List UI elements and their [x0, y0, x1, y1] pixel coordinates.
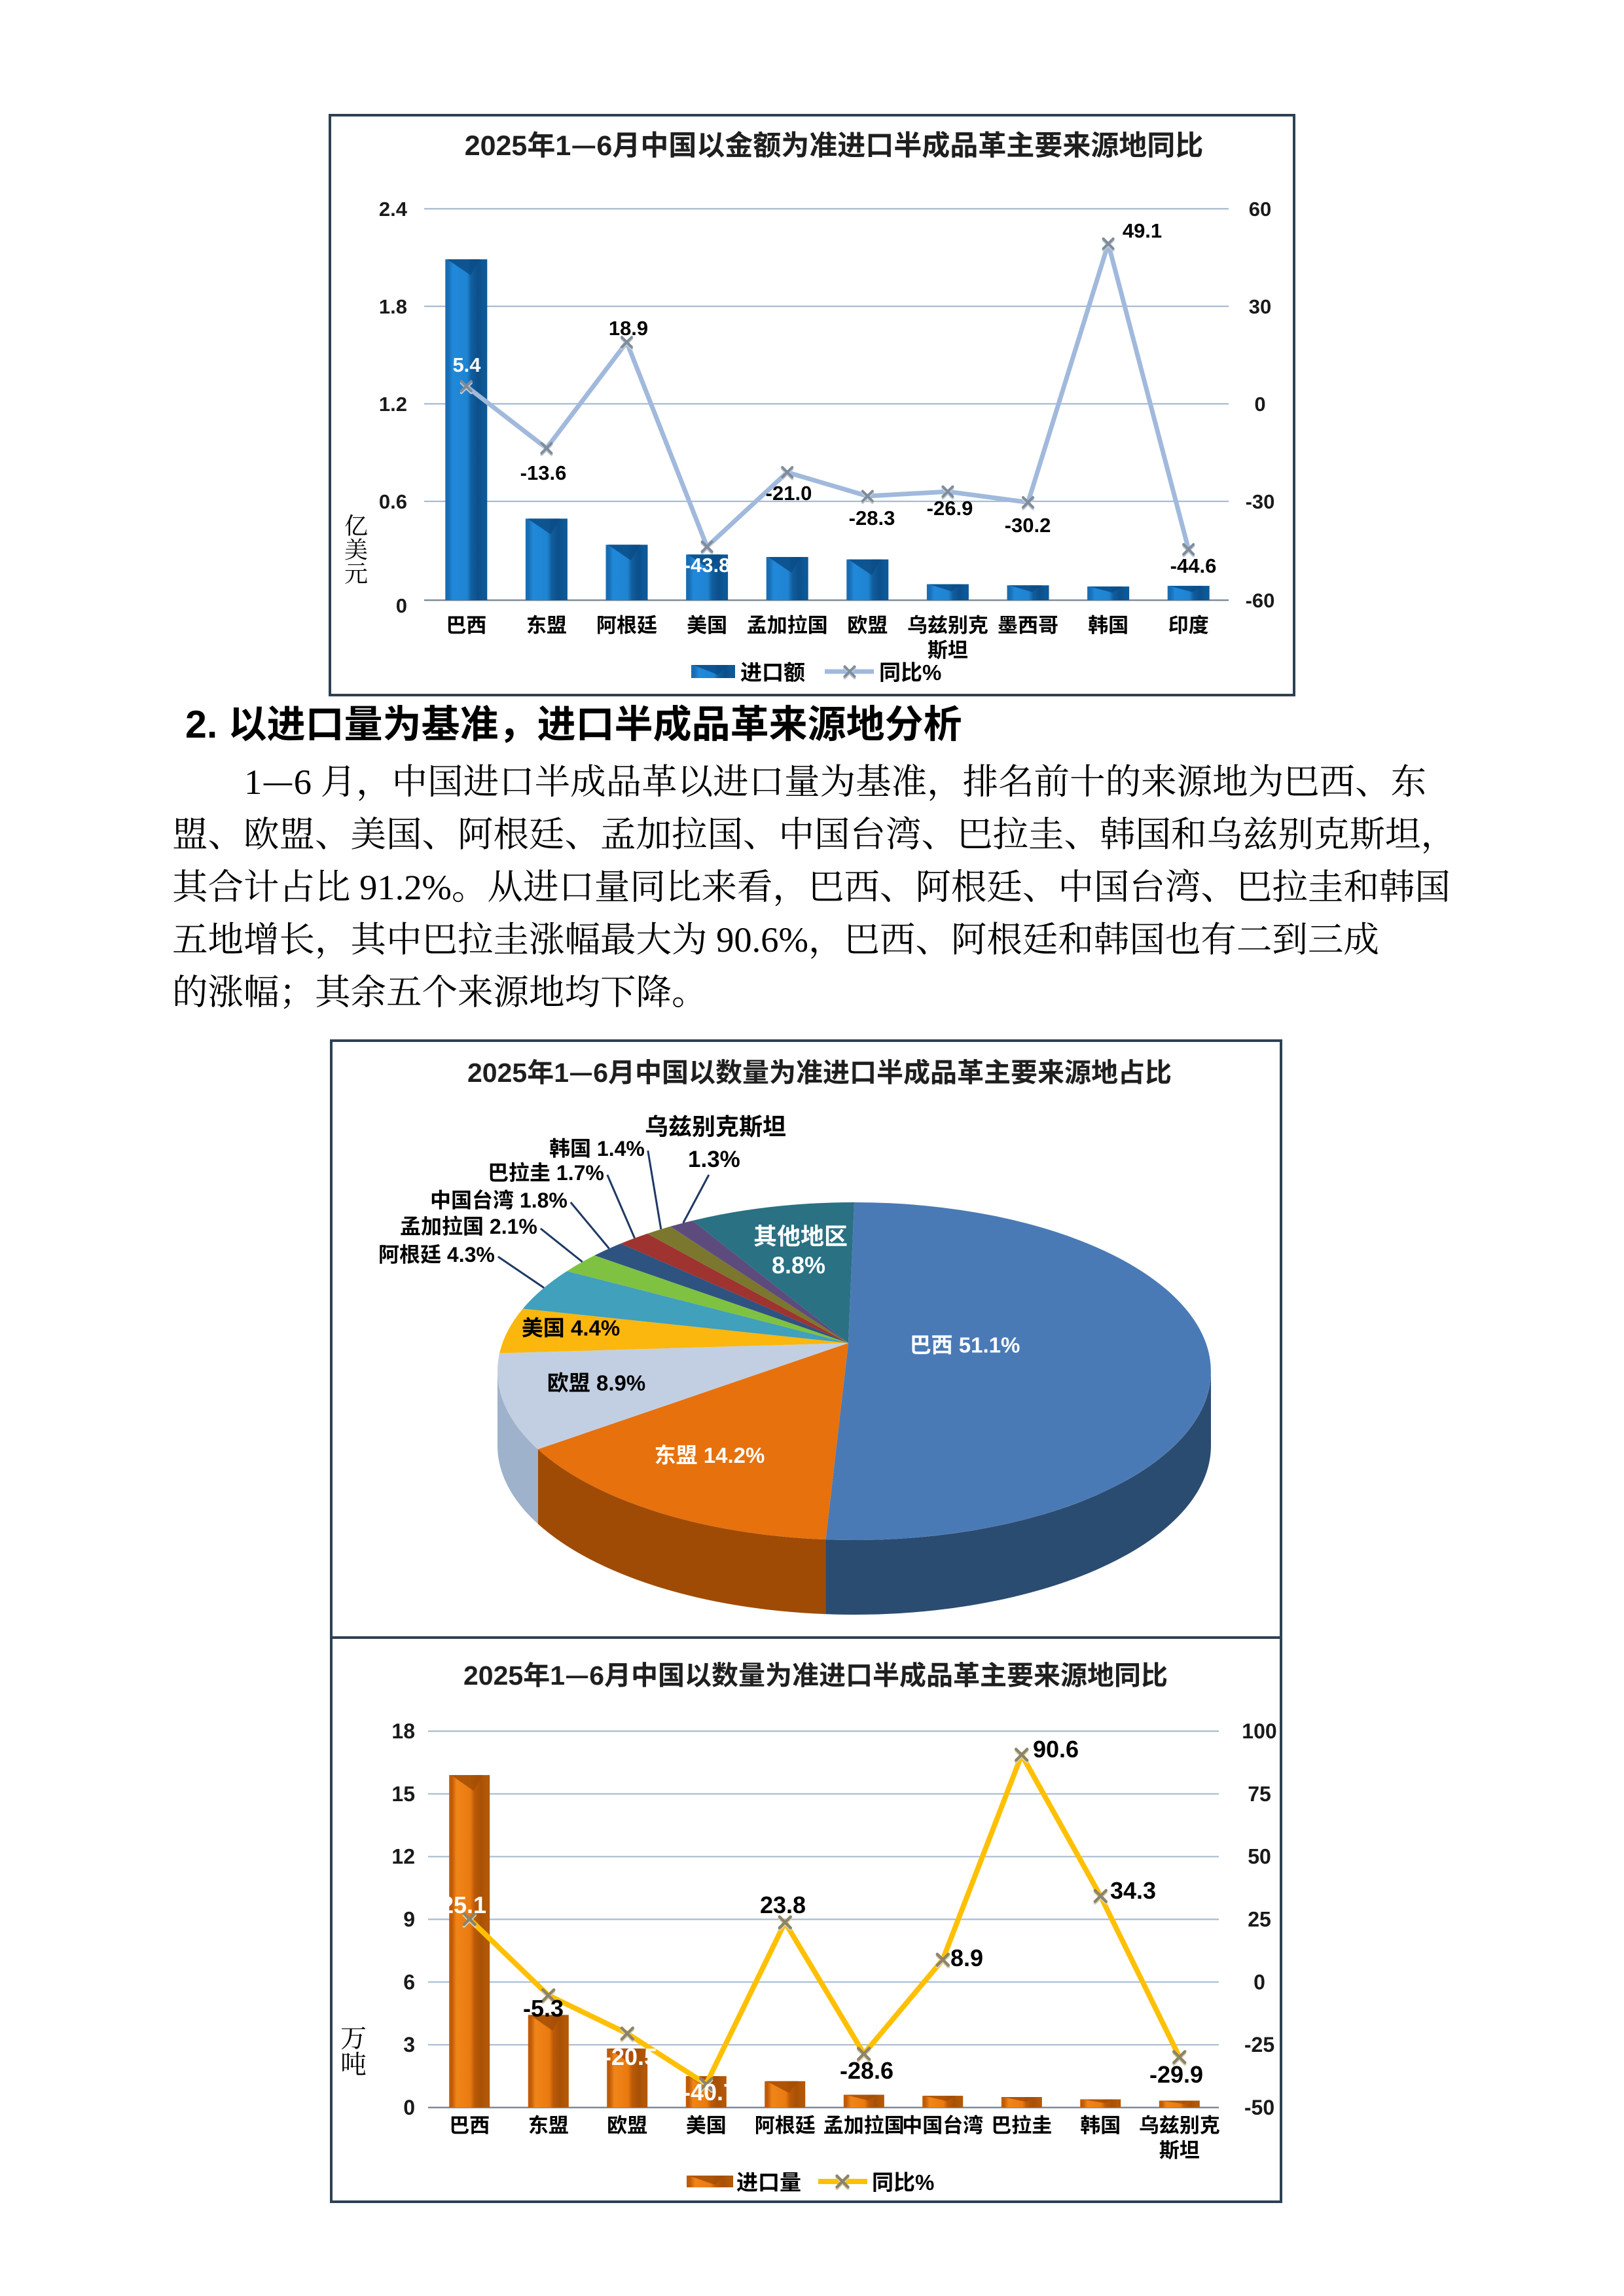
svg-text:90.6%: 90.6% — [708, 920, 808, 960]
svg-text:25: 25 — [1248, 1908, 1271, 1931]
svg-text:30: 30 — [1249, 295, 1271, 318]
svg-text:-60: -60 — [1246, 589, 1275, 612]
svg-text:6: 6 — [593, 1058, 608, 1088]
svg-text:-21.0: -21.0 — [766, 482, 812, 505]
svg-text:4.4%: 4.4% — [565, 1316, 620, 1340]
svg-text:49.1: 49.1 — [1123, 219, 1162, 242]
svg-text:25.1: 25.1 — [441, 1892, 486, 1918]
svg-text:0: 0 — [396, 594, 407, 617]
svg-text:60: 60 — [1249, 198, 1271, 221]
svg-text:6: 6 — [403, 1970, 415, 1994]
svg-text:2025: 2025 — [465, 130, 528, 162]
svg-text:1: 1 — [550, 1660, 565, 1691]
svg-text:8.8%: 8.8% — [772, 1252, 825, 1279]
svg-text:0: 0 — [1254, 393, 1265, 416]
svg-text:-25: -25 — [1244, 2033, 1274, 2056]
svg-text:2025: 2025 — [467, 1058, 527, 1088]
svg-text:75: 75 — [1248, 1782, 1271, 1806]
svg-text:-13.6: -13.6 — [520, 461, 567, 484]
svg-text:0: 0 — [1254, 1970, 1265, 1994]
svg-text:-29.9: -29.9 — [1149, 2061, 1203, 2088]
svg-text:3: 3 — [403, 2033, 415, 2056]
svg-text:50: 50 — [1248, 1845, 1271, 1869]
svg-text:4.3%: 4.3% — [441, 1243, 495, 1266]
svg-text:1: 1 — [555, 130, 571, 162]
svg-text:34.3: 34.3 — [1110, 1877, 1156, 1904]
svg-text:-50: -50 — [1244, 2096, 1274, 2119]
svg-text:15: 15 — [391, 1782, 415, 1806]
svg-text:18: 18 — [391, 1719, 415, 1743]
svg-text:14.2%: 14.2% — [698, 1443, 765, 1467]
svg-text:-26.9: -26.9 — [927, 497, 973, 520]
svg-text:100: 100 — [1242, 1719, 1276, 1743]
svg-text:-30.2: -30.2 — [1005, 514, 1051, 537]
svg-text:1: 1 — [244, 762, 262, 802]
svg-text:9: 9 — [403, 1908, 415, 1931]
svg-text:-40.7: -40.7 — [683, 2079, 736, 2106]
svg-text:90.6: 90.6 — [1033, 1736, 1079, 1763]
svg-text:12: 12 — [391, 1845, 415, 1869]
svg-text:-5.3: -5.3 — [523, 1995, 564, 2022]
svg-text:1.7%: 1.7% — [550, 1161, 604, 1185]
svg-text:6: 6 — [596, 130, 612, 162]
svg-text:51.1%: 51.1% — [953, 1333, 1020, 1357]
svg-text:6: 6 — [294, 762, 321, 802]
svg-text:5.4: 5.4 — [452, 353, 481, 376]
svg-text:-28.6: -28.6 — [840, 2057, 893, 2084]
svg-text:-28.3: -28.3 — [849, 507, 895, 529]
svg-text:1.2: 1.2 — [379, 393, 407, 416]
svg-text:%: % — [915, 2170, 934, 2195]
svg-text:1.4%: 1.4% — [591, 1137, 645, 1160]
svg-text:2.: 2. — [185, 703, 228, 746]
svg-text:1.8%: 1.8% — [514, 1189, 568, 1212]
svg-text:-20.5: -20.5 — [604, 2043, 657, 2070]
svg-text:18.9: 18.9 — [609, 317, 648, 340]
svg-text:0: 0 — [403, 2096, 415, 2119]
svg-text:-44.6: -44.6 — [1170, 554, 1217, 577]
svg-text:-30: -30 — [1246, 490, 1275, 513]
svg-text:1.8: 1.8 — [379, 295, 407, 318]
svg-text:91.2%: 91.2% — [351, 867, 452, 907]
svg-text:8.9: 8.9 — [950, 1945, 983, 1971]
svg-text:2.1%: 2.1% — [484, 1215, 537, 1238]
svg-text:6: 6 — [589, 1660, 604, 1691]
svg-text:1: 1 — [554, 1058, 569, 1088]
svg-text:2025: 2025 — [463, 1660, 523, 1691]
svg-text:1.3%: 1.3% — [688, 1147, 740, 1172]
svg-text:-43.8: -43.8 — [684, 554, 731, 577]
svg-text:8.9%: 8.9% — [590, 1371, 645, 1395]
svg-text:23.8: 23.8 — [760, 1892, 806, 1918]
svg-text:0.6: 0.6 — [379, 490, 407, 513]
svg-text:%: % — [922, 660, 941, 685]
svg-text:2.4: 2.4 — [379, 198, 408, 221]
